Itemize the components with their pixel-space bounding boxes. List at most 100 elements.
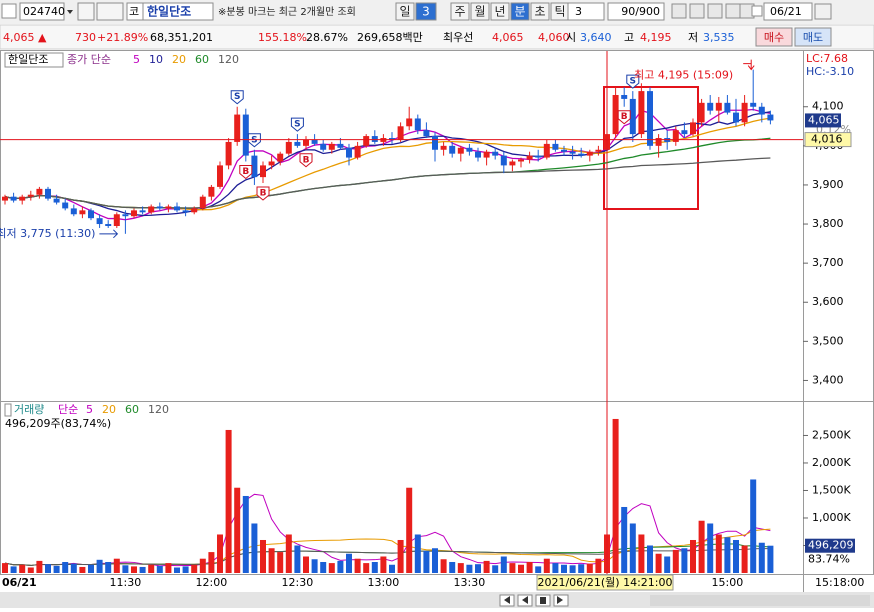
candle-body — [449, 145, 456, 154]
candle-body — [165, 206, 172, 209]
volume-bar — [354, 558, 361, 573]
volume-bar — [191, 564, 198, 573]
candle-body — [174, 206, 180, 211]
candle-body — [354, 145, 361, 158]
sell-label: 매도 — [803, 31, 823, 44]
volume-plot — [2, 418, 774, 573]
x-tick-label: 13:30 — [454, 576, 486, 589]
high-label: 최고 4,195 (15:09) — [634, 69, 733, 82]
candle-body — [2, 196, 8, 201]
candle-body — [303, 139, 309, 146]
volume-bar — [208, 552, 215, 573]
volume-bar — [414, 534, 421, 573]
candle-body — [647, 91, 653, 146]
quote-ask: 4,065 — [492, 31, 524, 44]
legend-period: 20 — [102, 403, 116, 416]
quote-rate: +21.89% — [97, 31, 148, 44]
volume-bar — [595, 558, 602, 573]
volume-bar — [612, 418, 619, 573]
period-btn[interactable] — [490, 2, 510, 21]
period-label: 분 — [514, 5, 525, 19]
candle-body — [629, 98, 636, 135]
candle-body — [414, 118, 421, 131]
sound-btn[interactable] — [96, 2, 124, 21]
period-btn[interactable] — [450, 2, 470, 21]
volume-unit: 496,209주(83,74%) — [5, 417, 111, 430]
period-btn[interactable] — [510, 2, 530, 21]
name-box[interactable] — [142, 2, 214, 21]
volume-bar — [698, 520, 705, 573]
search-btn[interactable] — [77, 2, 95, 21]
candle-body — [131, 210, 137, 217]
candle-body — [199, 196, 206, 209]
volume-bar — [518, 564, 524, 573]
volume-bar — [88, 564, 94, 573]
quote-bg — [0, 24, 874, 50]
candle-body — [19, 196, 26, 201]
volume-bar — [423, 550, 430, 573]
signal-marker — [299, 153, 313, 168]
buy-label: 매수 — [764, 31, 784, 44]
volume-bar — [260, 539, 266, 573]
y-tick-label: 1,000K — [812, 511, 851, 524]
candle-body — [148, 206, 155, 213]
volume-bar — [328, 563, 335, 573]
signal-label: S — [630, 77, 636, 87]
calendar-btn[interactable] — [814, 3, 832, 20]
tool-btn[interactable] — [689, 3, 705, 19]
x-tick-label: 15:00 — [712, 576, 744, 589]
y-tick-label: 4,100 — [812, 100, 844, 113]
price-title: 한일단조 — [8, 52, 48, 66]
candle-body — [767, 114, 774, 121]
tool-btn[interactable] — [725, 3, 741, 19]
code-box[interactable] — [19, 2, 65, 21]
candle-body — [518, 159, 524, 162]
x-tick-label: 06/21 — [2, 576, 37, 589]
period-btn[interactable] — [415, 2, 437, 21]
hc-label: HC:-3.10 — [806, 65, 854, 78]
volume-bar — [690, 539, 696, 573]
quote-amount: 269,658백만 — [357, 31, 423, 44]
menu-btn[interactable] — [1, 3, 17, 19]
buy-btn[interactable] — [755, 27, 793, 47]
tool-btn[interactable] — [707, 3, 723, 19]
volume-bar — [19, 564, 26, 573]
candle-body — [397, 126, 404, 140]
period-btn[interactable] — [530, 2, 550, 21]
volume-bar — [174, 567, 180, 573]
volume-bar — [380, 556, 387, 573]
volume-bar — [225, 429, 232, 573]
volume-bar — [466, 564, 473, 573]
tool-btn[interactable] — [671, 3, 687, 19]
y-tick-label: 3,400 — [812, 373, 844, 386]
volume-bar — [707, 523, 714, 573]
volume-bar — [251, 523, 258, 573]
volume-bar — [199, 558, 206, 573]
volume-bar — [96, 559, 103, 573]
count: 90/900 — [621, 5, 660, 18]
candle-body — [509, 161, 516, 166]
stop-icon — [540, 597, 546, 604]
candle-body — [96, 218, 103, 225]
volume-bar — [561, 564, 567, 573]
checkbox[interactable] — [751, 5, 763, 17]
candle-body — [225, 141, 232, 166]
date-box[interactable] — [763, 2, 813, 21]
interval-box[interactable] — [567, 2, 605, 21]
period-btn[interactable] — [395, 2, 415, 21]
candle-body — [217, 165, 223, 187]
period-btn[interactable] — [470, 2, 490, 21]
notice: ※분봉 마크는 최근 2개월만 조회 — [218, 6, 356, 18]
volume-bar — [10, 566, 17, 573]
volume-bar — [509, 563, 516, 573]
candle-body — [53, 198, 60, 203]
candle-body — [586, 151, 593, 156]
moving-average — [4, 157, 771, 209]
sell-btn[interactable] — [794, 27, 832, 47]
candle-body — [294, 141, 301, 146]
volume-bar — [371, 561, 378, 573]
legend-label: 종가 단순 — [67, 53, 111, 66]
legend-period: 120 — [148, 403, 169, 416]
count-box[interactable] — [607, 2, 665, 21]
